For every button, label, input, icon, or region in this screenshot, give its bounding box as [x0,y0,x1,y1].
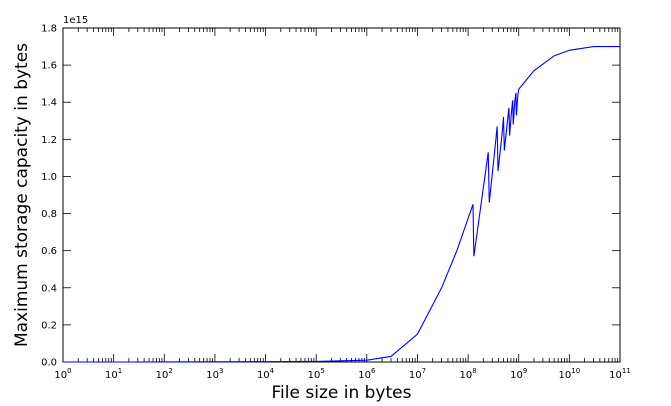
x-tick-label: 1010 [559,367,581,381]
y-tick-label: 1.4 [41,98,57,109]
x-tick-label: 109 [510,367,527,381]
x-tick-label: 102 [156,367,173,381]
x-tick-label: 106 [358,367,376,381]
y-tick-label: 1.2 [41,135,57,146]
x-tick-label: 1011 [609,367,631,381]
x-tick-label: 107 [409,367,426,381]
x-tick-label: 108 [459,367,476,381]
tick-label-group: 100 101 102 103 104 105 106 107 108 109 1010 1011 0.… [41,24,631,382]
y-axis-title: Maximum storage capacity in bytes [12,43,32,347]
y-tick-label: 0.6 [41,246,57,257]
x-tick-label: 104 [257,367,275,381]
y-tick-label: 0.8 [41,209,57,220]
y-tick-label: 1.8 [41,24,57,35]
x-tick-label: 101 [105,367,122,381]
y-tick-label: 1.6 [41,61,57,72]
y-tick-label: 0.0 [41,358,57,369]
series-line [63,46,620,363]
y-offset-label: 1e15 [63,15,88,26]
y-tick-label: 0.4 [41,283,57,294]
x-tick-label: 105 [308,367,325,381]
x-axis-title: File size in bytes [272,383,412,403]
y-tick-label: 0.2 [41,320,57,331]
tick-group [62,27,621,363]
plot-frame [62,27,621,363]
x-tick-label: 100 [54,367,71,381]
y-tick-label: 1.0 [41,172,57,183]
x-tick-label: 103 [206,367,223,381]
